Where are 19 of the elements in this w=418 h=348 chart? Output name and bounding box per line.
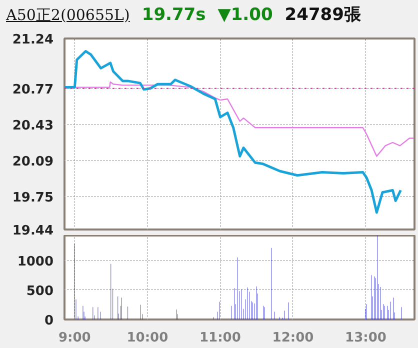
y-tick-label: 20.77 <box>12 82 54 98</box>
x-tick-label: 10:00 <box>126 330 168 346</box>
text: ▼1.00 <box>218 5 273 25</box>
x-tick-label: 9:00 <box>58 330 91 346</box>
text: 24789張 <box>284 5 361 25</box>
text: 19.77s <box>142 5 206 25</box>
y-tick-label: 1000 <box>17 254 54 270</box>
x-tick-label: 13:00 <box>345 330 386 346</box>
y-tick-label: 19.75 <box>12 190 54 206</box>
x-tick-label: 12:00 <box>272 330 314 346</box>
x-tick-label: 11:00 <box>200 330 241 346</box>
y-tick-label: 500 <box>26 284 54 299</box>
y-tick-label: 21.24 <box>12 32 54 48</box>
y-tick-label: 19.44 <box>12 224 54 238</box>
y-tick-label: 0 <box>44 314 54 328</box>
line-series <box>64 50 402 214</box>
y-tick-label: 20.09 <box>12 154 54 170</box>
chart-title: A50正2(00655L) <box>6 6 130 24</box>
y-tick-label: 20.43 <box>12 118 54 134</box>
